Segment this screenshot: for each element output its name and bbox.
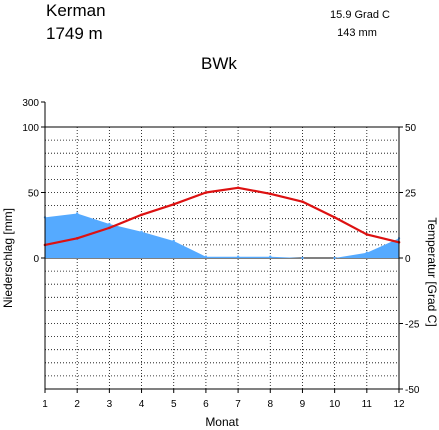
annual-precipitation: 143 mm (337, 27, 377, 39)
precipitation-point (108, 222, 111, 226)
temperature-point (140, 213, 143, 217)
x-tick-label: 5 (171, 399, 177, 410)
x-tick-label: 7 (235, 399, 241, 410)
precipitation-point (75, 212, 79, 215)
climate-class: BWk (201, 54, 237, 73)
temperature-point (236, 186, 240, 190)
precipitation-point (140, 230, 143, 233)
precip-tick-label: 50 (28, 189, 40, 200)
station-name: Kerman (46, 1, 106, 20)
precip-tick-label: 100 (22, 123, 39, 134)
temperature-point (75, 237, 79, 240)
precipitation-point (236, 255, 240, 258)
temperature-point (204, 191, 208, 194)
x-tick-label: 4 (139, 399, 145, 410)
temperature-tick-label: 0 (405, 254, 411, 265)
left-axis-label: Niederschlag [mm] (1, 208, 15, 308)
station-elevation: 1749 m (46, 24, 103, 43)
precipitation-point (172, 239, 175, 243)
x-tick-label: 3 (107, 399, 113, 410)
temperature-point (365, 233, 369, 236)
temperature-point (108, 226, 111, 230)
temperature-tick-label: 25 (405, 189, 417, 200)
precipitation-point (365, 251, 369, 254)
x-tick-label: 6 (203, 399, 209, 410)
x-tick-label: 10 (329, 399, 341, 410)
precipitation-point (204, 255, 208, 258)
temperature-point (268, 192, 272, 196)
x-tick-label: 2 (74, 399, 80, 410)
temperature-tick-label: -25 (405, 320, 420, 331)
precipitation-area (45, 213, 399, 258)
annual-mean-temperature: 15.9 Grad C (330, 9, 390, 21)
x-tick-label: 1 (42, 399, 48, 410)
precipitation-series (43, 212, 401, 260)
x-tick-label: 9 (300, 399, 306, 410)
precipitation-point (269, 255, 272, 258)
x-tick-label: 12 (393, 399, 405, 410)
temperature-point (301, 200, 304, 203)
precipitation-point (333, 256, 336, 260)
precip-tick-label: 0 (33, 254, 39, 265)
x-tick-label: 11 (362, 399, 373, 410)
right-axis-label: Temperatur [Grad C] (425, 217, 439, 326)
temperature-point (333, 216, 336, 219)
temperature-point (172, 202, 176, 206)
x-axis-label: Monat (205, 415, 239, 429)
temperature-tick-label: -50 (405, 385, 420, 396)
precipitation-point (301, 256, 304, 260)
precip-tick-label: 300 (22, 98, 39, 109)
temperature-tick-label: 50 (405, 123, 417, 134)
x-tick-label: 8 (267, 399, 273, 410)
temperature-line (44, 186, 400, 246)
